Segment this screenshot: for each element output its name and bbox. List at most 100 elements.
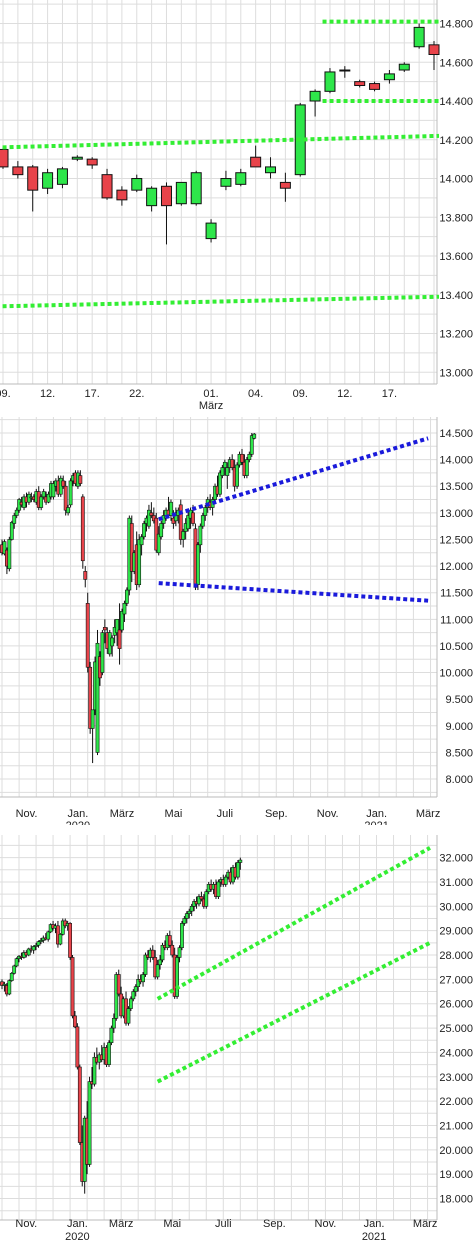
x-tick-label: Nov. [15, 1218, 37, 1230]
candle-body-down [160, 185, 172, 207]
candle-body-down [129, 523, 134, 572]
candle-body-up [34, 944, 38, 947]
candle [204, 889, 209, 909]
candle [218, 470, 222, 497]
y-tick-label: 13.000 [439, 367, 473, 379]
candle-body-up [173, 512, 178, 522]
candle [150, 945, 155, 960]
candle [46, 930, 51, 942]
candle [46, 491, 51, 504]
candle-body-up [120, 611, 124, 631]
candle [73, 1011, 77, 1029]
x-tick-label: 09. [0, 388, 11, 400]
candle [205, 219, 217, 243]
candle [12, 512, 17, 529]
candle-body-up [218, 472, 222, 495]
candle [39, 494, 44, 511]
candle-body-up [139, 536, 144, 546]
candle-body-up [42, 172, 54, 189]
candle [133, 984, 138, 997]
candle-body-up [109, 1027, 114, 1043]
candle-body-up [244, 459, 249, 476]
candle-body-up [187, 910, 192, 914]
candle-body-up [147, 509, 151, 527]
x-axis-labels: 09. 12. 17. 22. 01. 04. 09. 12. 17. März [0, 388, 397, 412]
candle [120, 608, 124, 633]
candle [240, 448, 244, 465]
candle [2, 981, 7, 992]
candle-body-down [102, 627, 107, 631]
candle [398, 62, 410, 72]
y-tick-label: 9.500 [445, 694, 473, 706]
candle-body-up [184, 913, 189, 919]
candle [428, 40, 440, 71]
candle-body-up [225, 467, 230, 476]
candle [199, 891, 204, 902]
candle [60, 918, 65, 936]
candle [0, 147, 9, 169]
y-tick-label: 11.000 [440, 614, 473, 626]
candle-body-up [142, 523, 146, 538]
candle-body-up [122, 603, 127, 615]
candle [0, 979, 4, 990]
candle-body-down [88, 666, 93, 729]
candle-body-up [26, 948, 31, 956]
candle-body-down [86, 158, 98, 166]
candle [110, 635, 115, 657]
candle [149, 502, 154, 519]
candle-body-down [117, 629, 122, 649]
x-tick-label: 01. [203, 388, 218, 400]
candle [2, 539, 7, 556]
candle-body-up [46, 931, 51, 940]
y-tick-label: 20.000 [439, 1145, 473, 1157]
y-tick-label: 13.200 [439, 329, 473, 341]
candle-body-up [107, 1042, 111, 1065]
candle-body-up [265, 166, 277, 174]
candle [324, 68, 336, 94]
y-tick-label: 13.600 [439, 251, 473, 263]
candle [88, 661, 93, 734]
candle [78, 470, 83, 487]
candle-body-up [143, 954, 148, 975]
candle [63, 480, 68, 516]
candle [9, 520, 14, 541]
candle [180, 920, 184, 951]
x-tick-label: März [416, 808, 440, 820]
candle [70, 955, 75, 1019]
candle-body-down [61, 480, 66, 487]
candle [34, 942, 38, 951]
candle [107, 1040, 111, 1068]
candle-body-up [309, 90, 321, 102]
candle [137, 534, 142, 588]
candle-body-down [101, 174, 113, 199]
candle-body-up [68, 480, 73, 506]
candle-body-up [12, 515, 17, 524]
candle-body-down [170, 944, 175, 956]
candle-body-up [398, 63, 410, 71]
candle-body-down [191, 512, 195, 524]
candle-body-up [180, 923, 184, 949]
candle [51, 480, 56, 500]
candle [186, 510, 191, 532]
candle-body-up [56, 168, 68, 185]
candle [339, 66, 351, 78]
x-tick-label: 17. [85, 388, 100, 400]
candle-body-up [136, 979, 141, 987]
candle [170, 940, 175, 958]
candle [109, 1025, 114, 1046]
candle-body-up [181, 531, 186, 540]
candle-body-up [249, 435, 254, 455]
candle-body-down [116, 974, 121, 995]
candle [7, 979, 12, 996]
candle [279, 172, 291, 202]
y-axis-labels: 13.000 13.200 13.400 13.600 13.800 14.000 14.2… [439, 19, 473, 380]
chart-long-term-weekly: 18.000 19.000 20.000 21.000 22.000 23.000 24.0… [0, 835, 475, 1250]
candle [235, 462, 239, 489]
x-tick-label: Juli [217, 808, 234, 820]
y-tick-label: 14.000 [439, 455, 473, 467]
green-trend-line [0, 133, 440, 150]
candle [7, 536, 12, 572]
candle-body-up [205, 222, 217, 240]
candle-body-up [126, 1008, 131, 1024]
x-tick-label: Nov. [16, 808, 38, 820]
